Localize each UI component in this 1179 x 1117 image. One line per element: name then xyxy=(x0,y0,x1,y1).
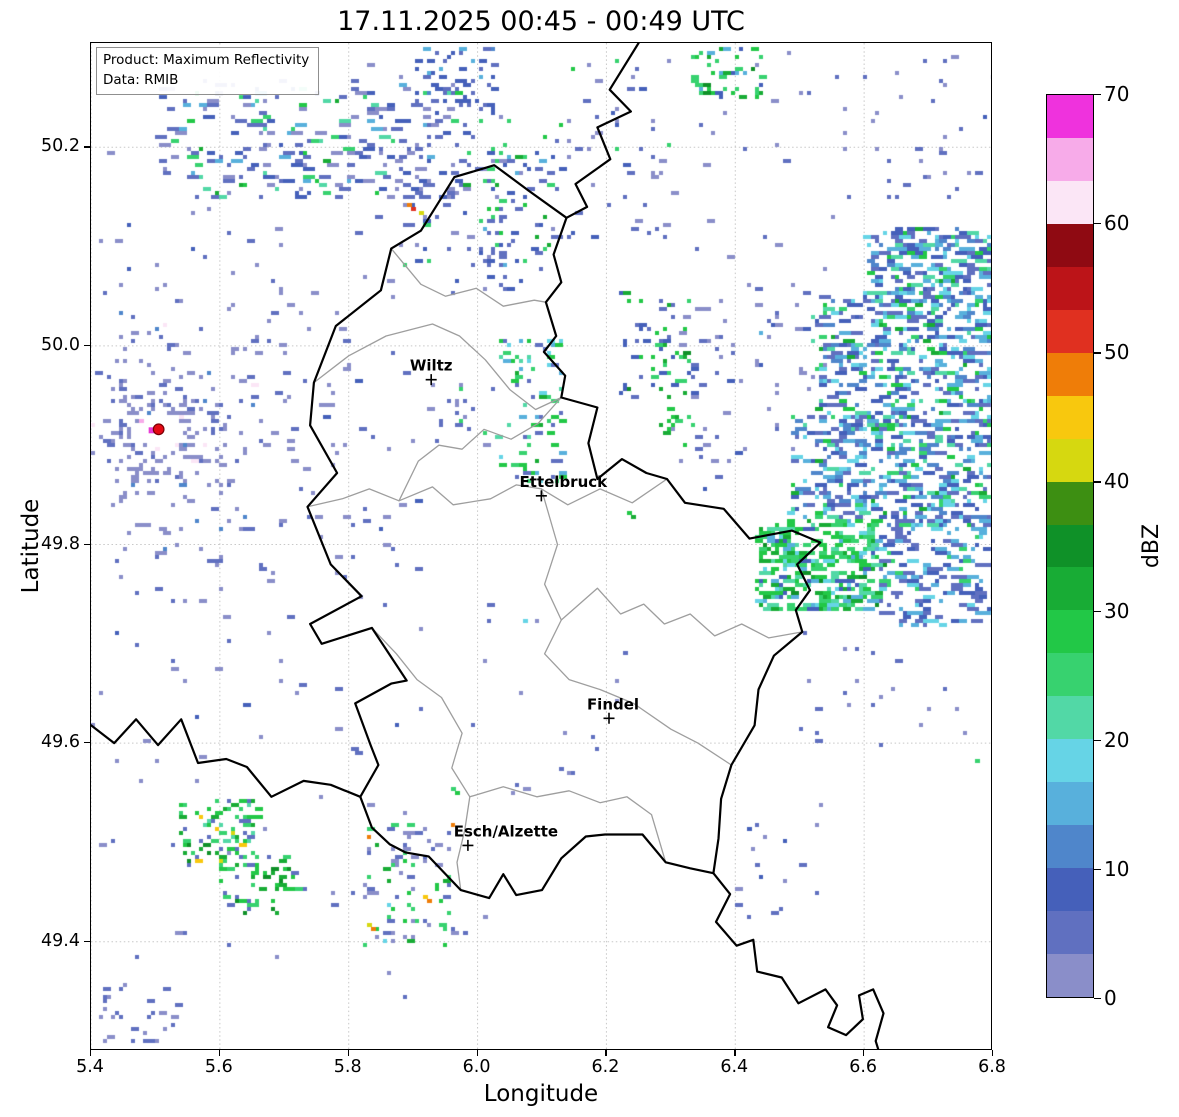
x-tick-mark xyxy=(218,1050,221,1056)
x-tick-mark xyxy=(605,1050,607,1056)
country-border xyxy=(565,43,640,219)
radar-echo-layer xyxy=(91,43,991,1049)
x-tick-label: 6.2 xyxy=(591,1057,620,1077)
product-annotation-line2: Data: RMIB xyxy=(103,71,179,88)
country-border xyxy=(306,164,822,900)
district-border xyxy=(540,488,733,766)
colorbar-tick-mark xyxy=(1094,998,1101,1000)
colorbar-tick-label: 50 xyxy=(1104,340,1130,365)
colorbar-band xyxy=(1047,395,1093,439)
district-border xyxy=(398,396,562,502)
district-border xyxy=(469,786,667,863)
city-marker xyxy=(603,712,615,724)
colorbar-tick-label: 30 xyxy=(1104,598,1130,623)
city-label: Esch/Alzette xyxy=(454,822,558,840)
district-border xyxy=(306,478,668,508)
colorbar-band xyxy=(1047,309,1093,353)
colorbar-band xyxy=(1047,180,1093,224)
x-tick-label: 6.8 xyxy=(978,1057,1006,1077)
city-label: Wiltz xyxy=(410,357,453,375)
y-tick-mark xyxy=(84,146,90,148)
colorbar-band xyxy=(1047,739,1093,783)
x-tick-label: 5.8 xyxy=(333,1057,362,1077)
figure-title: 17.11.2025 00:45 - 00:49 UTC xyxy=(337,6,745,37)
colorbar-tick-mark xyxy=(1094,481,1101,483)
city-marker xyxy=(535,490,547,502)
colorbar xyxy=(1046,94,1094,998)
y-tick-label: 49.6 xyxy=(41,732,80,753)
x-tick-mark xyxy=(863,1050,865,1056)
district-border xyxy=(560,587,803,639)
product-annotation: Product: Maximum Reflectivity Data: RMIB xyxy=(96,47,320,96)
district-border xyxy=(313,323,562,411)
colorbar-band xyxy=(1047,782,1093,826)
x-tick-label: 5.6 xyxy=(204,1057,233,1077)
x-tick-label: 6.0 xyxy=(462,1057,491,1077)
x-tick-label: 5.4 xyxy=(76,1057,104,1077)
colorbar-tick-label: 10 xyxy=(1104,856,1130,881)
colorbar-band xyxy=(1047,438,1093,482)
district-border xyxy=(371,627,471,891)
colorbar-tick-mark xyxy=(1094,739,1101,741)
colorbar-band xyxy=(1047,223,1093,267)
y-tick-label: 50.0 xyxy=(41,334,80,355)
country-border xyxy=(91,718,362,798)
x-tick-mark xyxy=(476,1050,478,1056)
y-tick-mark xyxy=(84,543,90,545)
colorbar-tick-label: 70 xyxy=(1104,82,1130,106)
colorbar-band xyxy=(1047,954,1093,998)
x-tick-label: 6.6 xyxy=(849,1057,878,1077)
y-tick-label: 50.2 xyxy=(41,136,80,157)
colorbar-band xyxy=(1047,524,1093,568)
colorbar-band xyxy=(1047,911,1093,955)
x-tick-mark xyxy=(347,1050,349,1056)
x-axis-label: Longitude xyxy=(483,1081,599,1107)
colorbar-tick-label: 40 xyxy=(1104,469,1130,494)
colorbar-band xyxy=(1047,352,1093,396)
colorbar-label: dBZ xyxy=(1139,523,1164,569)
colorbar-band xyxy=(1047,481,1093,525)
map-overlay: Wiltz Ettelbruck Findel Esch/Alzette xyxy=(91,43,885,1049)
city-marker xyxy=(425,374,437,386)
colorbar-tick-mark xyxy=(1094,352,1101,354)
radar-site-square xyxy=(148,427,155,434)
y-tick-label: 49.8 xyxy=(41,533,80,554)
y-tick-mark xyxy=(84,742,90,744)
colorbar-band xyxy=(1047,95,1093,138)
colorbar-tick-mark xyxy=(1094,94,1101,96)
x-tick-label: 6.4 xyxy=(720,1057,749,1077)
colorbar-band xyxy=(1047,825,1093,869)
colorbar-tick-label: 20 xyxy=(1104,727,1130,752)
city-label: Ettelbruck xyxy=(520,473,609,491)
colorbar-band xyxy=(1047,610,1093,654)
x-tick-mark xyxy=(90,1050,92,1056)
y-tick-mark xyxy=(84,344,90,347)
colorbar-tick-mark xyxy=(1094,610,1101,612)
colorbar-tick-mark xyxy=(1094,223,1101,225)
colorbar-band xyxy=(1047,137,1093,181)
district-border xyxy=(390,247,547,307)
colorbar-tick-label: 60 xyxy=(1104,211,1130,236)
colorbar-band xyxy=(1047,868,1093,912)
colorbar-band xyxy=(1047,696,1093,740)
country-border xyxy=(712,872,885,1049)
plot-area: Wiltz Ettelbruck Findel Esch/Alzette Produc… xyxy=(90,42,992,1050)
colorbar-band xyxy=(1047,567,1093,611)
radar-site-marker xyxy=(152,423,165,436)
city-label: Findel xyxy=(587,695,639,713)
y-tick-mark xyxy=(84,940,90,943)
colorbar-band xyxy=(1047,266,1093,310)
colorbar-tick-label: 0 xyxy=(1104,986,1117,1010)
y-tick-label: 49.4 xyxy=(41,930,80,951)
colorbar-tick-mark xyxy=(1094,868,1101,871)
colorbar-band xyxy=(1047,653,1093,697)
product-annotation-line1: Product: Maximum Reflectivity xyxy=(103,52,310,68)
city-marker xyxy=(462,839,474,851)
x-tick-mark xyxy=(734,1050,736,1056)
x-tick-mark xyxy=(992,1050,994,1056)
